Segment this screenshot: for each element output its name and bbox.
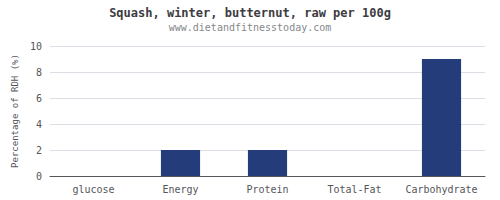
svg-text:4: 4 — [36, 119, 42, 130]
svg-text:0: 0 — [36, 171, 42, 182]
svg-text:10: 10 — [30, 41, 42, 52]
svg-text:8: 8 — [36, 67, 42, 78]
svg-text:2: 2 — [36, 145, 42, 156]
svg-text:Squash, winter, butternut, raw: Squash, winter, butternut, raw per 100g — [109, 6, 391, 20]
svg-text:Energy: Energy — [162, 184, 198, 195]
svg-text:Protein: Protein — [246, 184, 288, 195]
svg-text:Carbohydrate: Carbohydrate — [405, 184, 477, 195]
svg-text:Total-Fat: Total-Fat — [327, 184, 381, 195]
svg-text:6: 6 — [36, 93, 42, 104]
svg-text:www.dietandfitnesstoday.com: www.dietandfitnesstoday.com — [169, 22, 332, 33]
svg-text:glucose: glucose — [72, 184, 114, 195]
svg-text:Percentage of RDH (%): Percentage of RDH (%) — [10, 54, 20, 168]
